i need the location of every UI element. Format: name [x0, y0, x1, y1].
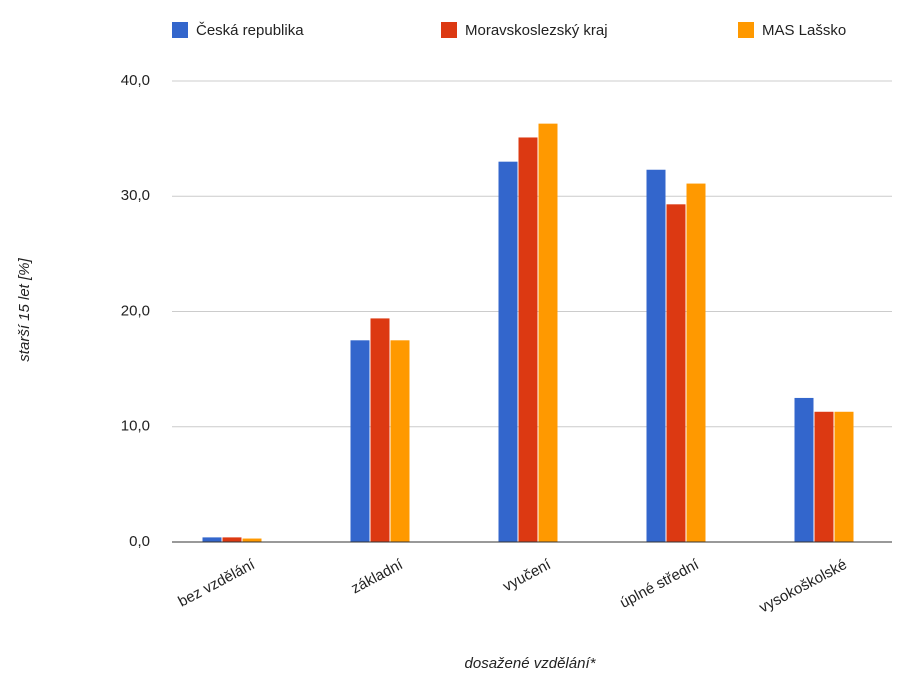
bar [202, 537, 222, 542]
bar [794, 397, 814, 542]
bar [538, 123, 558, 542]
x-tick-label: úplné střední [617, 556, 702, 612]
y-tick-label: 30,0 [121, 187, 150, 204]
bar [814, 411, 834, 542]
bar [646, 169, 666, 542]
bar [518, 137, 538, 542]
x-tick-label: vyučení [500, 556, 554, 596]
legend-label: Moravskoslezský kraj [465, 22, 608, 39]
bar [834, 411, 854, 542]
bar [390, 340, 410, 542]
legend-label: MAS Lašsko [762, 22, 846, 39]
bar [350, 340, 370, 542]
legend-swatch [172, 22, 188, 38]
bar [242, 538, 262, 542]
bar [370, 318, 390, 542]
bar [666, 204, 686, 542]
x-tick-label: vysokoškolské [756, 556, 849, 616]
y-tick-label: 0,0 [129, 533, 150, 550]
bar [222, 537, 242, 542]
legend-swatch [738, 22, 754, 38]
x-axis-title: dosažené vzdělání* [465, 655, 597, 672]
bar [686, 183, 706, 542]
y-tick-label: 20,0 [121, 302, 150, 319]
y-tick-label: 10,0 [121, 418, 150, 435]
x-tick-label: základní [348, 556, 406, 598]
x-tick-label: bez vzdělání [175, 556, 258, 611]
bar [498, 161, 518, 543]
y-tick-label: 40,0 [121, 72, 150, 89]
y-axis-title: starší 15 let [%] [16, 257, 33, 361]
legend-label: Česká republika [196, 22, 304, 39]
legend-swatch [441, 22, 457, 38]
